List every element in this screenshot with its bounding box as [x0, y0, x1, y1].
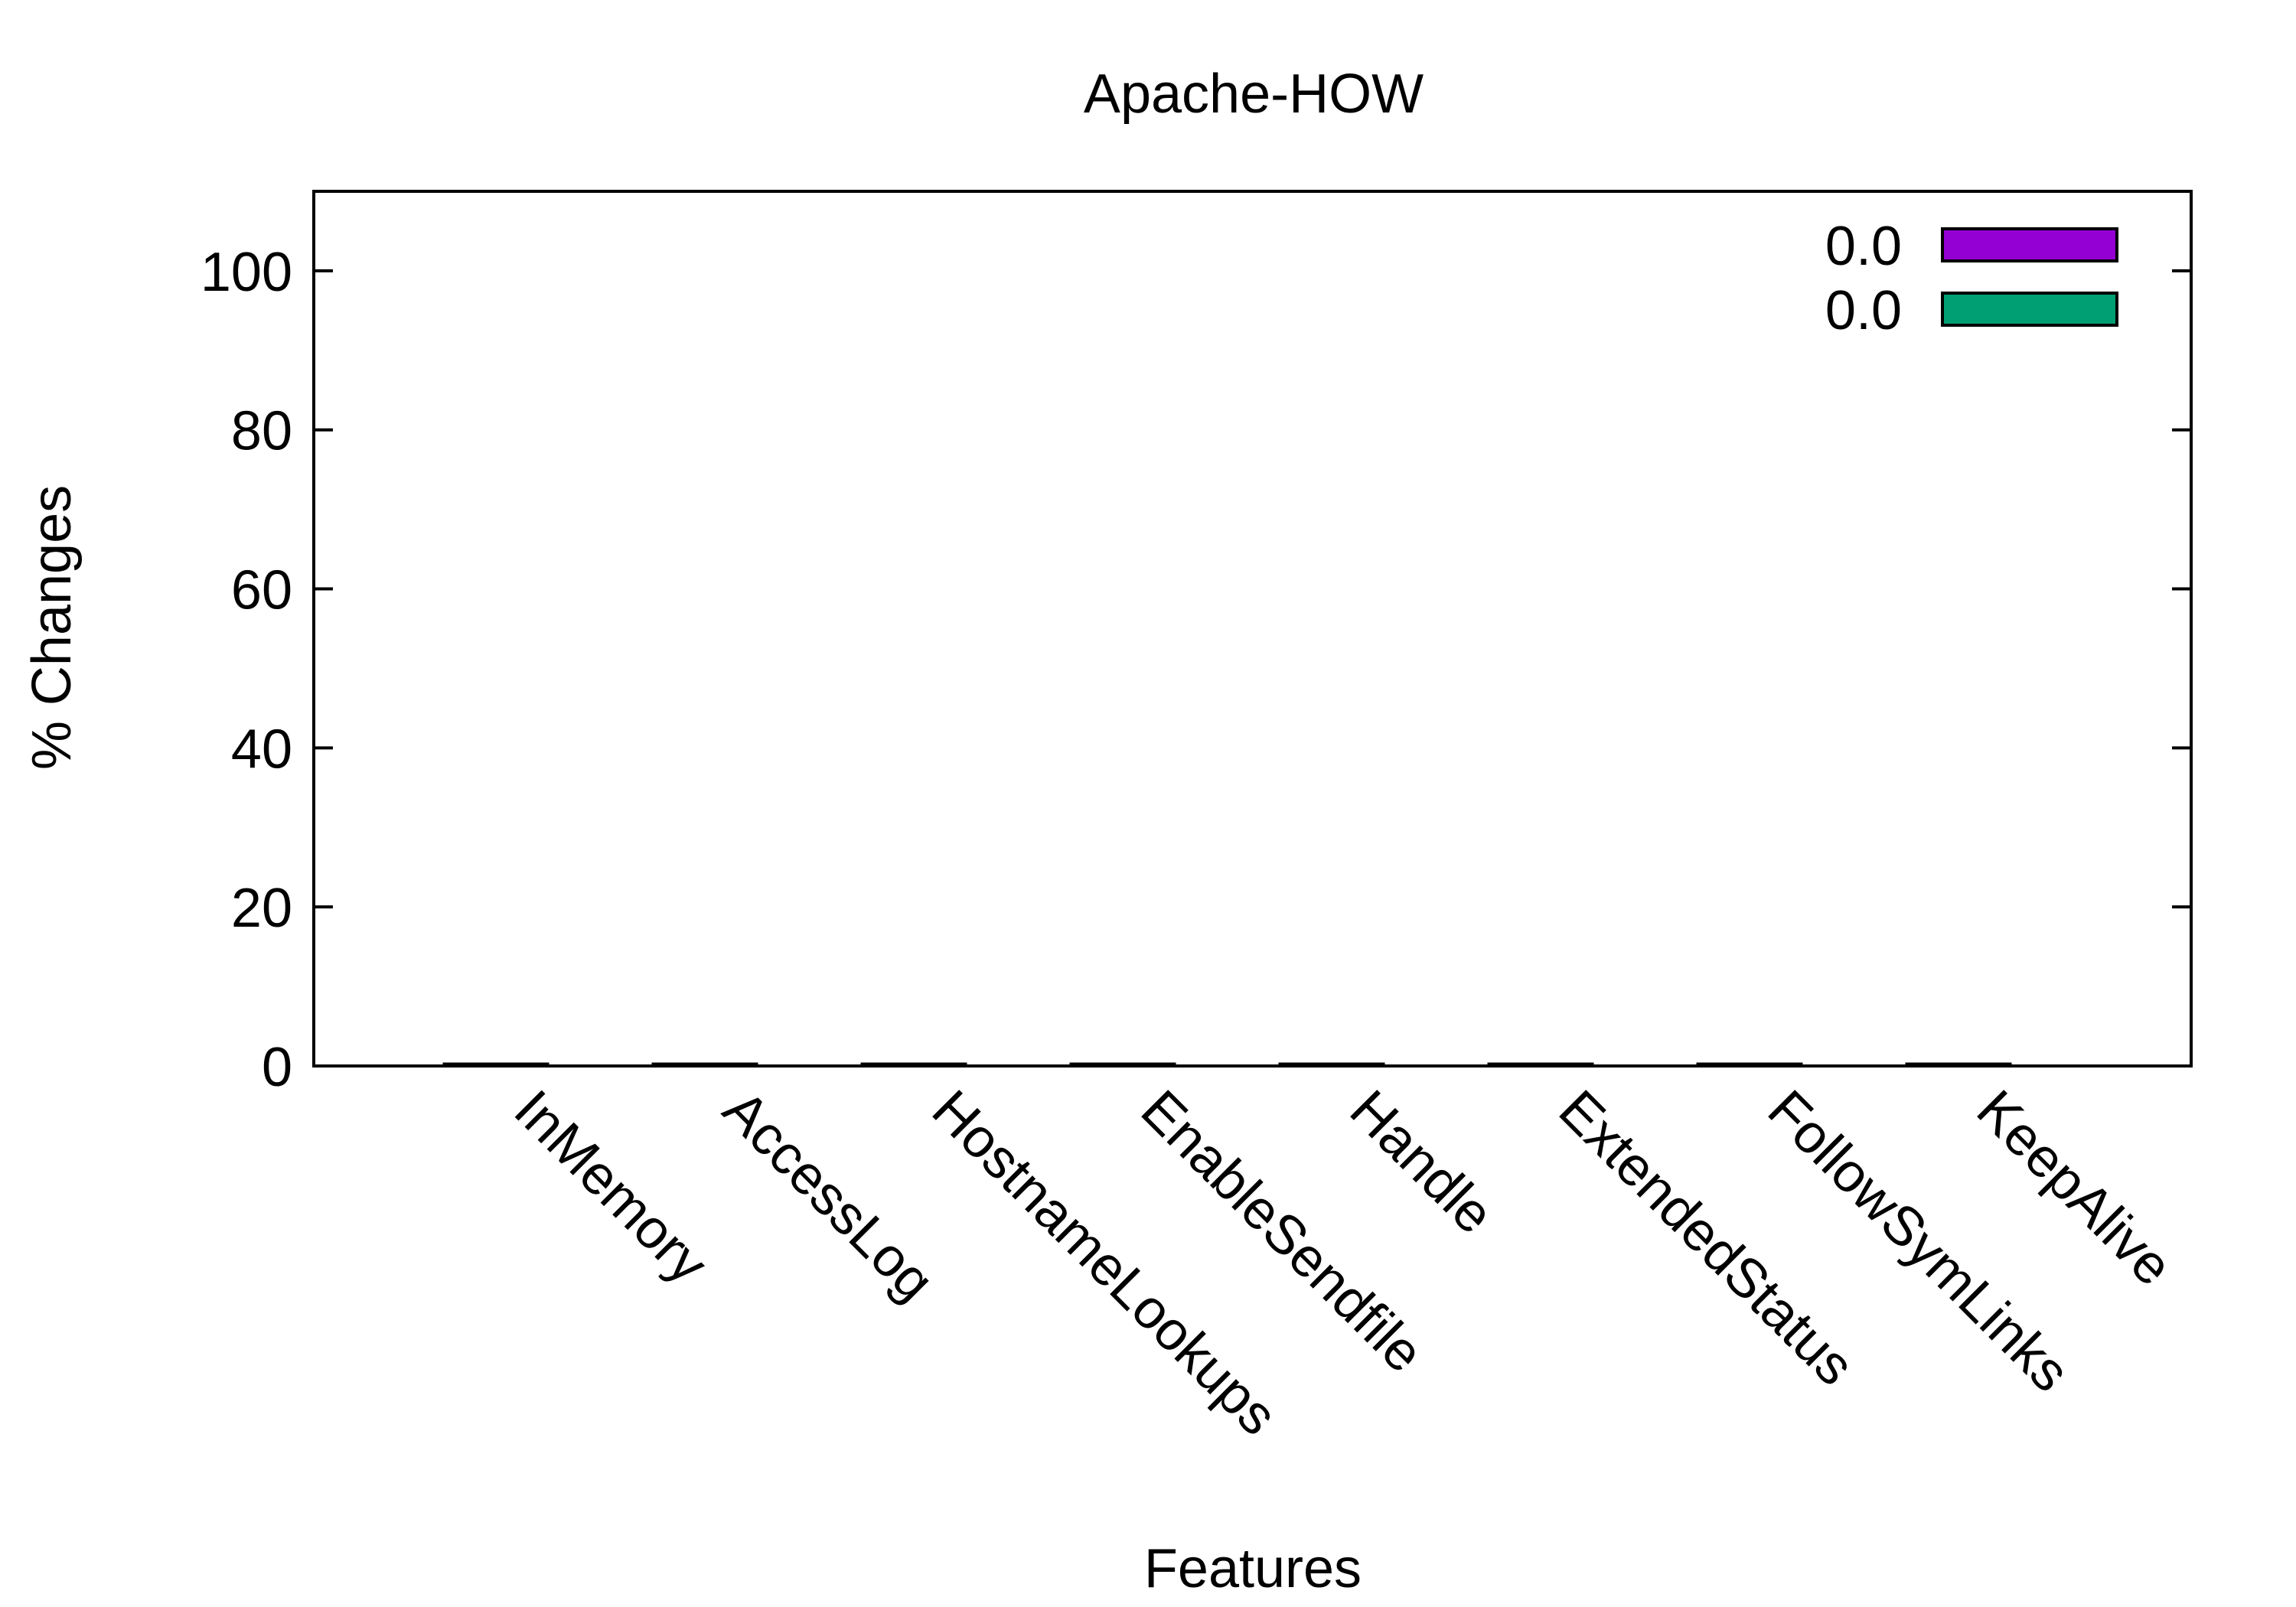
bar	[1696, 1062, 1751, 1068]
plot-frame	[312, 190, 2193, 1068]
y-axis-ticks: 0 20 40 60 80 100	[201, 242, 2191, 1098]
y-tick-label: 80	[231, 401, 292, 462]
y-tick-label: 0	[262, 1037, 292, 1098]
bar	[703, 1062, 758, 1068]
bar	[860, 1062, 915, 1068]
bars	[442, 1062, 2012, 1068]
chart-title: Apache-HOW	[1084, 64, 1424, 125]
y-axis-label: % Changes	[21, 485, 83, 770]
bar	[1748, 1062, 1803, 1068]
legend-label: 0.0	[1825, 280, 1902, 341]
bar	[442, 1062, 497, 1068]
y-tick-label: 100	[201, 242, 292, 303]
bar	[1278, 1062, 1333, 1068]
legend-swatch	[1941, 227, 2118, 262]
bar	[494, 1062, 550, 1068]
bar	[1539, 1062, 1594, 1068]
bar	[1121, 1062, 1176, 1068]
x-tick-label: AccessLog	[712, 1079, 946, 1313]
legend-label: 0.0	[1825, 216, 1902, 277]
x-tick-label: InMemory	[503, 1079, 719, 1296]
x-tick-label: Handle	[1339, 1079, 1505, 1246]
y-tick-label: 60	[231, 560, 292, 621]
bar	[1069, 1062, 1124, 1068]
y-tick-label: 40	[231, 719, 292, 780]
x-tick-label: HostnameLookups	[921, 1079, 1289, 1447]
y-tick-label: 20	[231, 878, 292, 939]
bar	[1957, 1062, 2012, 1068]
legend: 0.00.0	[1825, 216, 2118, 341]
bar	[912, 1062, 967, 1068]
bar	[1330, 1062, 1385, 1068]
legend-swatch	[1941, 292, 2118, 327]
x-tick-label: KeepAlive	[1965, 1079, 2184, 1298]
bar	[651, 1062, 706, 1068]
bar	[1487, 1062, 1542, 1068]
x-tick-labels: InMemoryAccessLogHostnameLookupsEnableSe…	[503, 1079, 2184, 1447]
bar	[1905, 1062, 1960, 1068]
x-axis-label: Features	[1144, 1538, 1362, 1599]
